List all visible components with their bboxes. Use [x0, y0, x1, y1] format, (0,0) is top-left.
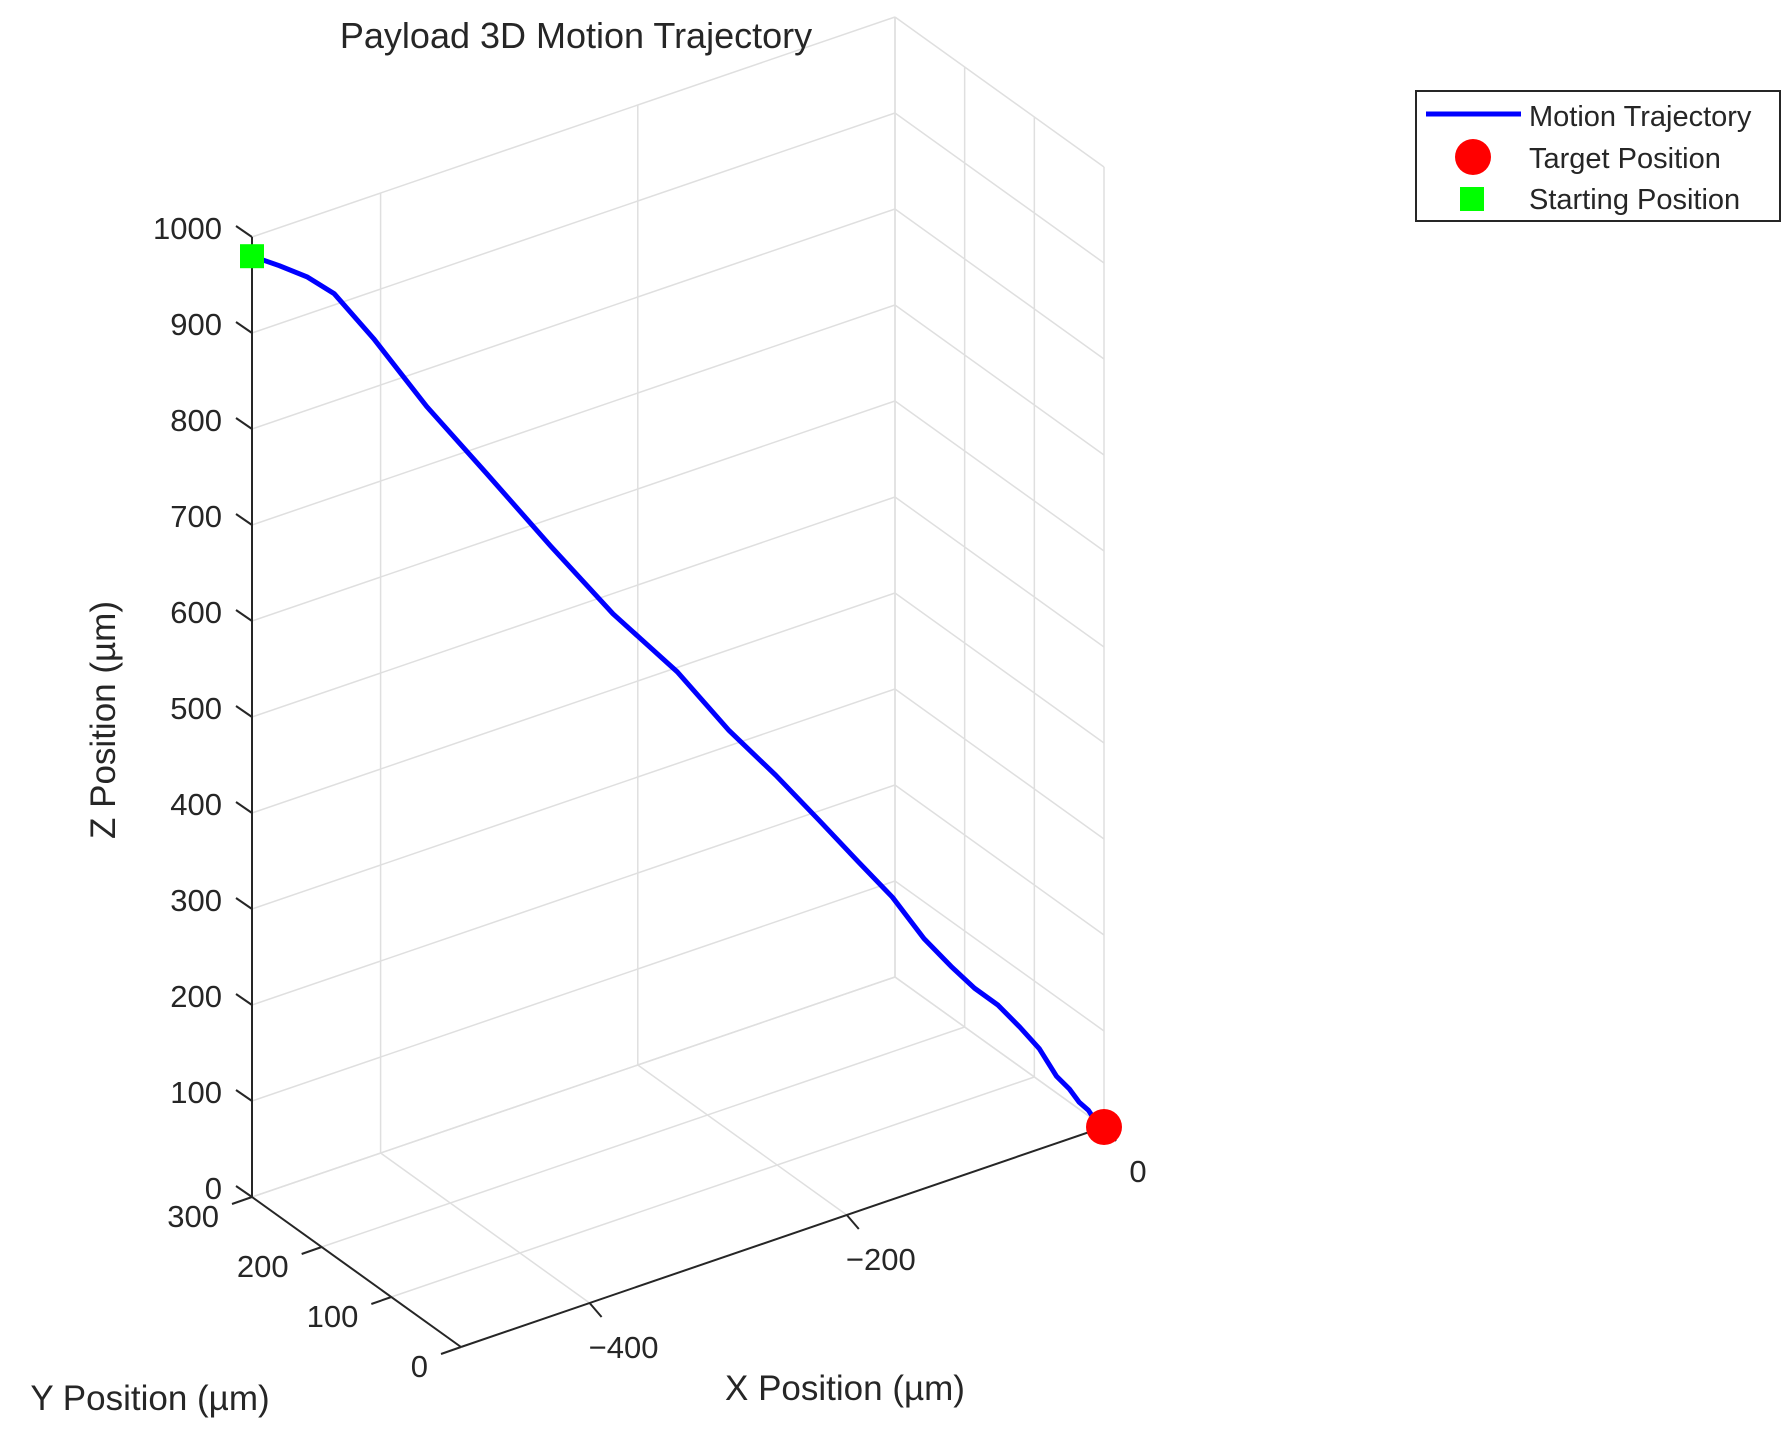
legend-label-start: Starting Position	[1529, 184, 1740, 216]
trajectory-line	[249, 253, 1107, 1130]
y-tick	[371, 1296, 392, 1305]
grid-line-back-horizontal	[251, 400, 896, 622]
z-tick	[235, 1089, 253, 1102]
legend: Motion Trajectory Target Position Starti…	[1415, 90, 1781, 222]
grid-line-side-horizontal	[894, 112, 1105, 264]
grid-line-floor-y	[391, 1076, 1035, 1298]
chart-title: Payload 3D Motion Trajectory	[340, 15, 812, 56]
x-tick	[846, 1214, 860, 1230]
grid-line-side-horizontal	[894, 208, 1105, 360]
grid-line-side-horizontal	[894, 496, 1105, 648]
grid-line-back-horizontal	[251, 784, 896, 1006]
x-tick-label: 0	[1129, 1154, 1146, 1189]
data-layer	[240, 244, 1122, 1145]
x-axis-label: X Position (µm)	[725, 1369, 965, 1408]
z-tick-label: 300	[170, 883, 222, 918]
z-tick-label: 900	[170, 307, 222, 342]
grid-line-side-horizontal	[894, 880, 1105, 1032]
z-tick	[235, 225, 253, 238]
z-tick	[235, 513, 253, 526]
y-tick-label: 0	[411, 1349, 428, 1384]
x-tick-label: −400	[589, 1330, 659, 1365]
x-axis-line	[460, 1126, 1105, 1348]
grid-line-back-horizontal	[251, 592, 896, 814]
legend-square-swatch	[1460, 187, 1484, 211]
z-tick-label: 700	[170, 499, 222, 534]
grid-line-side-horizontal	[894, 400, 1105, 552]
z-tick-label: 200	[170, 979, 222, 1014]
y-axis-line	[251, 1196, 462, 1348]
grid-line-side-horizontal	[894, 688, 1105, 840]
grid-line-back-horizontal	[251, 16, 896, 238]
grid-line-side-horizontal	[894, 304, 1105, 456]
legend-circle-swatch	[1455, 139, 1491, 175]
z-tick-label: 800	[170, 403, 222, 438]
grid-line-back-horizontal	[251, 496, 896, 718]
y-tick-label: 300	[167, 1199, 219, 1234]
grid-line-floor-y	[251, 976, 896, 1198]
z-tick	[235, 609, 253, 622]
starting-position-marker	[240, 244, 264, 269]
z-tick-label: 600	[170, 595, 222, 630]
grid-line-floor-x	[894, 976, 1105, 1128]
z-axis-label: Z Position (µm)	[84, 601, 123, 839]
grid-line-back-horizontal	[251, 208, 896, 430]
grid-line-back-horizontal	[251, 304, 896, 526]
grid-line-back-horizontal	[251, 112, 896, 334]
z-tick-label: 100	[170, 1075, 222, 1110]
z-tick	[235, 417, 253, 430]
grid-line-side-horizontal	[894, 784, 1105, 936]
grid-line-floor-x	[380, 1152, 591, 1304]
grid-line-side-horizontal	[894, 592, 1105, 744]
grid-line-floor-x	[637, 1064, 848, 1216]
grid-line-back-horizontal	[251, 688, 896, 910]
grid-line-side-horizontal	[894, 16, 1105, 168]
z-tick	[235, 897, 253, 910]
z-tick-label: 1000	[153, 211, 222, 246]
grid-line-back-horizontal	[251, 880, 896, 1102]
z-tick	[235, 705, 253, 718]
z-tick-label: 500	[170, 691, 222, 726]
z-tick	[235, 321, 253, 334]
y-tick	[231, 1196, 253, 1205]
z-tick-label: 0	[205, 1171, 222, 1206]
y-tick	[301, 1246, 322, 1255]
x-tick-label: −200	[846, 1242, 916, 1277]
x-tick	[588, 1302, 603, 1318]
y-tick-label: 100	[307, 1299, 359, 1334]
target-position-marker	[1086, 1109, 1122, 1145]
legend-label-trajectory: Motion Trajectory	[1529, 101, 1752, 133]
axes-layer: 0 100 200 300 400 500 600 700 800 900 1000 0 100 200 3…	[153, 211, 1147, 1384]
labels-layer: Payload 3D Motion Trajectory X Position …	[30, 15, 965, 1418]
z-tick	[235, 993, 253, 1006]
legend-label-target: Target Position	[1529, 143, 1721, 175]
y-axis-label: Y Position (µm)	[30, 1379, 269, 1418]
grid-line-floor-y	[321, 1026, 965, 1248]
y-tick-label: 200	[237, 1249, 289, 1284]
z-tick	[235, 801, 253, 814]
z-tick-label: 400	[170, 787, 222, 822]
y-tick	[440, 1346, 462, 1355]
z-tick	[235, 1185, 253, 1198]
grid-layer	[251, 16, 1105, 1348]
